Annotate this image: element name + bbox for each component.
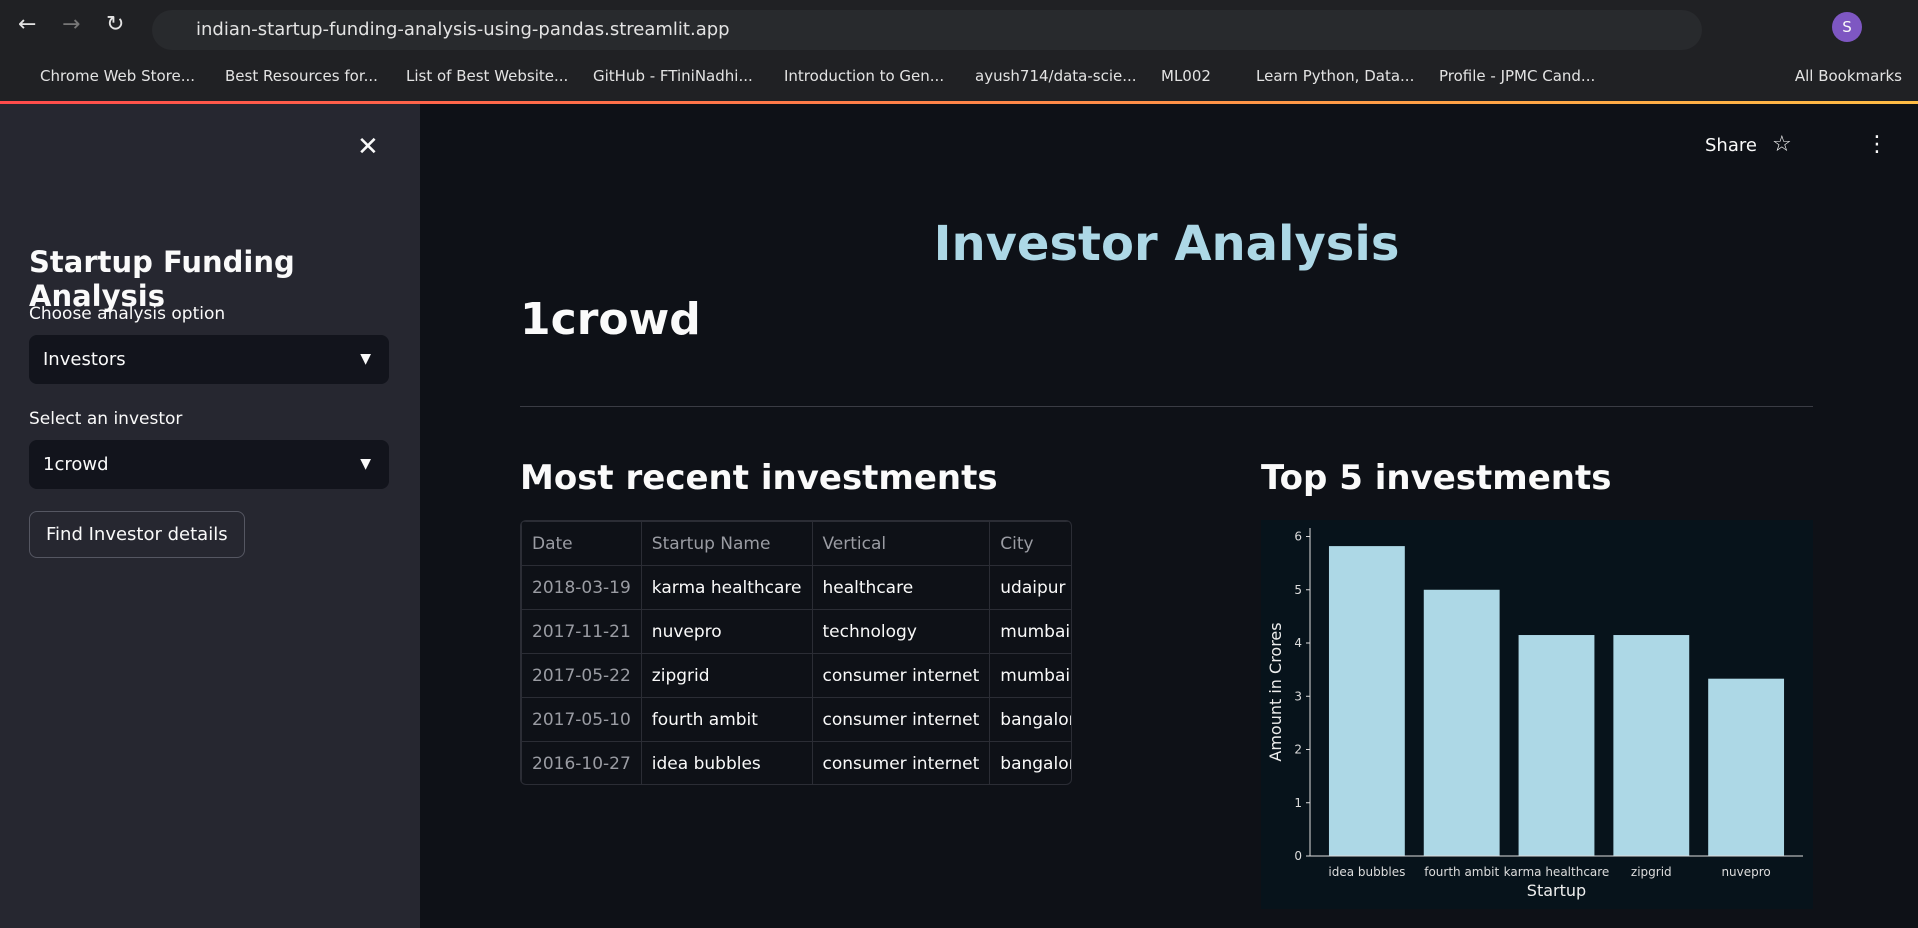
table-cell: 2016-10-27 (521, 741, 642, 784)
table-cell: 2017-05-10 (521, 697, 642, 742)
sidebar-title: Startup Funding Analysis (29, 245, 295, 313)
bookmark[interactable]: ayush714/data-scie... (975, 67, 1137, 85)
column-header: Date (521, 521, 642, 566)
bookmarks-bar: All Bookmarks Chrome Web Store... Best Re… (0, 55, 1918, 101)
bar (1423, 589, 1500, 856)
select-label: Select an investor (29, 409, 183, 429)
section-heading: Top 5 investments (1261, 458, 1612, 498)
x-axis-label: Startup (1527, 881, 1586, 900)
x-tick-label: idea bubbles (1328, 865, 1405, 879)
table-cell: 2018-03-19 (521, 565, 642, 610)
sidebar: ✕ Startup Funding Analysis Choose analys… (0, 104, 420, 928)
table-cell: fourth ambit (640, 697, 813, 742)
bookmark[interactable]: Chrome Web Store... (40, 67, 196, 85)
y-tick-label: 3 (1294, 689, 1302, 703)
profile-avatar[interactable]: S (1832, 12, 1862, 42)
section-heading: Most recent investments (520, 458, 998, 498)
table-row: 2016-10-27 idea bubbles consumer internet b… (521, 741, 1071, 784)
find-button[interactable]: Find Investor details (29, 511, 245, 558)
bookmark[interactable]: GitHub - FTiniNadhi... (593, 67, 753, 85)
bookmark[interactable]: Best Resources for... (225, 67, 378, 85)
bookmark[interactable]: Profile - JPMC Cand... (1439, 67, 1596, 85)
table-row: 2017-05-22 zipgrid consumer internet mumbai… (521, 653, 1071, 698)
column-header: City (989, 521, 1071, 566)
x-tick-label: karma healthcare (1504, 865, 1610, 879)
column-header: Vertical (811, 521, 991, 566)
bookmark[interactable]: Learn Python, Data... (1256, 67, 1415, 85)
table-cell: idea bubbles (640, 741, 813, 784)
table-cell: udaipur (989, 565, 1071, 610)
browser-toolbar: ← → ↻ indian-startup-funding-analysis-us… (0, 0, 1918, 55)
x-tick-label: nuvepro (1721, 865, 1770, 879)
bar (1613, 635, 1690, 856)
table-cell: consumer internet (811, 741, 991, 784)
back-button[interactable]: ← (18, 12, 37, 37)
reload-button[interactable]: ↻ (106, 12, 125, 37)
bookmark[interactable]: List of Best Website... (406, 67, 569, 85)
x-tick-label: fourth ambit (1424, 865, 1499, 879)
select-value: 1crowd (43, 454, 109, 475)
table-cell: nuvepro (640, 609, 813, 654)
divider (520, 406, 1813, 407)
table-cell: consumer internet (811, 697, 991, 742)
url-text: indian-startup-funding-analysis-using-pa… (196, 19, 730, 40)
select-value: Investors (43, 349, 126, 370)
bar (1518, 635, 1595, 856)
y-tick-label: 5 (1294, 583, 1302, 597)
all-bookmarks[interactable]: All Bookmarks (1794, 67, 1902, 85)
chart-container: 0 1 2 3 4 5 6 idea bubbles fourth ambit karma hea… (1261, 520, 1813, 909)
share-button[interactable]: Share (1705, 135, 1757, 156)
star-button[interactable]: ☆ (1772, 132, 1792, 157)
table-cell: mumbai (989, 609, 1071, 654)
table-cell: mumbai (989, 653, 1071, 698)
table-row: 2017-11-21nuveprotechnologymumbaiSeed/ (521, 609, 1071, 654)
x-tick-label: zipgrid (1631, 865, 1672, 879)
y-tick-label: 4 (1294, 636, 1302, 650)
table-cell: consumer internet (811, 653, 991, 698)
bar (1708, 678, 1785, 856)
header-decoration (0, 101, 1918, 104)
bar (1328, 546, 1405, 856)
chevron: ▼ (360, 351, 371, 367)
investor-name: 1crowd (520, 294, 701, 345)
bookmark[interactable]: ML002 (1161, 67, 1211, 85)
forward-button[interactable]: → (62, 12, 81, 37)
table-row: 2018-03-19 karma healthcare healthcare udai… (521, 565, 1071, 610)
address-bar[interactable]: indian-startup-funding-analysis-using-pa… (152, 10, 1702, 50)
table-cell: 2017-11-21 (521, 609, 642, 654)
table-cell: bangalore (989, 741, 1071, 784)
y-tick-label: 1 (1294, 796, 1302, 810)
bar-chart: 0 1 2 3 4 5 6 idea bubbles fourth ambit karma hea… (1266, 528, 1803, 900)
y-tick-label: 0 (1294, 849, 1302, 863)
chevron: ▼ (360, 456, 371, 472)
table-cell: zipgrid (640, 653, 813, 698)
bookmark[interactable]: Introduction to Gen... (784, 67, 945, 85)
column-header: Startup Name (640, 521, 813, 566)
y-tick-label: 2 (1294, 743, 1302, 757)
page-title: Investor Analysis (933, 216, 1400, 272)
table-row: 2017-05-10 fourth ambit consumer internet b… (521, 697, 1071, 742)
table-cell: 2017-05-22 (521, 653, 642, 698)
y-tick-label: 6 (1294, 530, 1302, 544)
analysis-select[interactable]: Investors ▼ (29, 335, 389, 384)
y-axis-label: Amount in Crores (1266, 622, 1285, 761)
table-cell: healthcare (811, 565, 991, 610)
table-cell: karma healthcare (640, 565, 813, 610)
menu-button[interactable]: ⋮ (1866, 132, 1888, 157)
close-sidebar[interactable]: ✕ (357, 132, 379, 162)
investor-select[interactable]: 1crowd ▼ (29, 440, 389, 489)
table-cell: technology (811, 609, 991, 654)
select-label: Choose analysis option (29, 304, 226, 324)
table-cell: bangalore (989, 697, 1071, 742)
